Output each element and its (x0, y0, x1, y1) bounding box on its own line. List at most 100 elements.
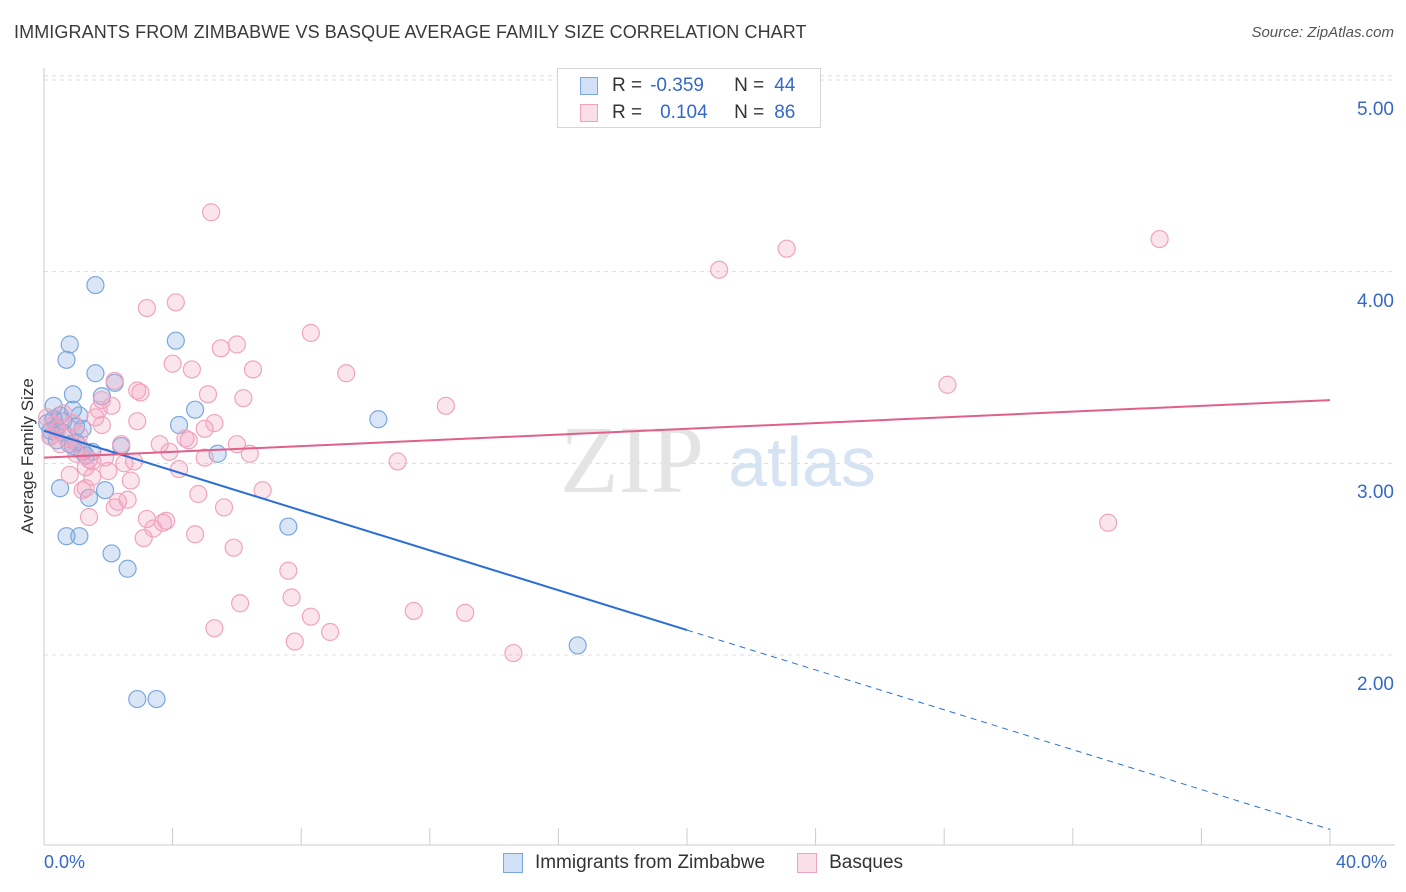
point-zimbabwe (63, 385, 83, 404)
point-basques (83, 467, 102, 486)
point-basques (214, 498, 234, 517)
point-zimbabwe (279, 517, 298, 536)
point-basques (128, 412, 147, 431)
x-tick-max: 40.0% (1336, 852, 1388, 872)
point-zimbabwe (128, 689, 147, 709)
point-basques (157, 511, 176, 530)
legend-swatch-basques (580, 104, 598, 122)
point-zimbabwe (86, 364, 105, 383)
series-legend: Immigrants from Zimbabwe Basques (0, 852, 1406, 874)
point-zimbabwe (568, 636, 587, 655)
point-basques (131, 383, 150, 402)
point-basques (285, 632, 304, 651)
point-basques (321, 622, 340, 642)
point-basques (163, 354, 182, 373)
point-basques (388, 452, 407, 471)
point-basques (231, 594, 250, 613)
data-points (38, 203, 1169, 709)
point-basques (166, 293, 185, 312)
point-zimbabwe (166, 331, 185, 350)
point-basques (456, 603, 475, 622)
point-basques (195, 419, 214, 438)
legend-r-value: 0.104 (660, 102, 708, 123)
point-basques (70, 436, 89, 456)
point-basques (179, 431, 198, 450)
point-basques (79, 507, 99, 527)
point-basques (134, 528, 153, 548)
point-zimbabwe (369, 410, 388, 429)
point-basques (153, 513, 173, 532)
point-basques (279, 561, 298, 580)
legend-r-value: -0.359 (650, 75, 704, 96)
legend-label-basques: Basques (829, 852, 904, 873)
point-basques (92, 415, 111, 435)
point-basques (234, 389, 253, 408)
point-basques (189, 484, 208, 504)
source-credit: Source: ZipAtlas.com (1251, 24, 1394, 41)
point-basques (301, 323, 320, 343)
point-basques (1099, 513, 1118, 532)
point-zimbabwe (102, 544, 121, 563)
y-axis-label: Average Family Size (18, 378, 37, 534)
point-zimbabwe (118, 559, 137, 578)
point-basques (211, 339, 230, 358)
point-basques (128, 381, 147, 400)
trend-line-zimbabwe-extrapolated (686, 629, 1331, 830)
point-basques (938, 375, 957, 394)
point-zimbabwe (147, 689, 166, 709)
point-basques (205, 413, 224, 433)
x-tick-min: 0.0% (44, 852, 86, 872)
legend-row-basques: R = 0.104 N = 86 (580, 101, 795, 125)
legend-row-zimbabwe: R = -0.359 N = 44 (580, 74, 795, 98)
point-basques (54, 404, 73, 423)
legend-n-value: 44 (774, 75, 796, 96)
trend-line-basques (43, 399, 1331, 459)
point-zimbabwe (57, 527, 76, 546)
point-zimbabwe (73, 419, 92, 438)
legend-item-basques[interactable]: Basques (797, 852, 903, 874)
point-basques (121, 471, 140, 490)
legend-r-label: R = (612, 75, 643, 96)
legend-swatch-zimbabwe (580, 77, 598, 95)
point-basques (710, 260, 729, 279)
point-basques (227, 335, 246, 354)
point-zimbabwe (95, 481, 115, 500)
legend-swatch-basques (797, 853, 818, 873)
point-basques (99, 461, 118, 481)
point-zimbabwe (92, 387, 111, 406)
point-zimbabwe (70, 527, 89, 546)
legend-item-zimbabwe[interactable]: Immigrants from Zimbabwe (502, 852, 766, 874)
point-basques (337, 364, 356, 383)
point-zimbabwe (50, 479, 70, 498)
point-basques (92, 390, 111, 410)
point-basques (301, 607, 320, 626)
point-zimbabwe (57, 350, 76, 369)
point-basques (182, 360, 201, 379)
point-basques (205, 619, 224, 638)
point-basques (76, 479, 95, 498)
trend-line-zimbabwe (43, 429, 688, 632)
point-basques (60, 465, 79, 484)
point-basques (436, 396, 455, 415)
point-basques (105, 498, 124, 517)
point-basques (224, 538, 243, 557)
point-basques (73, 481, 92, 500)
point-basques (195, 448, 214, 467)
point-basques (404, 601, 423, 621)
y-tick-label: 2.00 (1357, 674, 1394, 695)
point-basques (504, 643, 523, 663)
point-basques (137, 298, 156, 318)
point-zimbabwe (60, 335, 79, 354)
y-tick-label: 3.00 (1357, 482, 1394, 504)
point-basques (777, 239, 796, 258)
legend-label-zimbabwe: Immigrants from Zimbabwe (534, 852, 766, 873)
legend-n-label: N = (734, 102, 765, 123)
legend-swatch-zimbabwe (502, 853, 523, 873)
watermark-zip: ZIP (560, 406, 704, 513)
legend-r-label: R = (612, 102, 643, 123)
legend-n-label: N = (734, 75, 765, 96)
correlation-legend: R = -0.359 N = 44 R = 0.104 N = 86 (557, 68, 821, 128)
chart-title: IMMIGRANTS FROM ZIMBABWE VS BASQUE AVERA… (14, 22, 807, 42)
point-basques (198, 385, 218, 404)
